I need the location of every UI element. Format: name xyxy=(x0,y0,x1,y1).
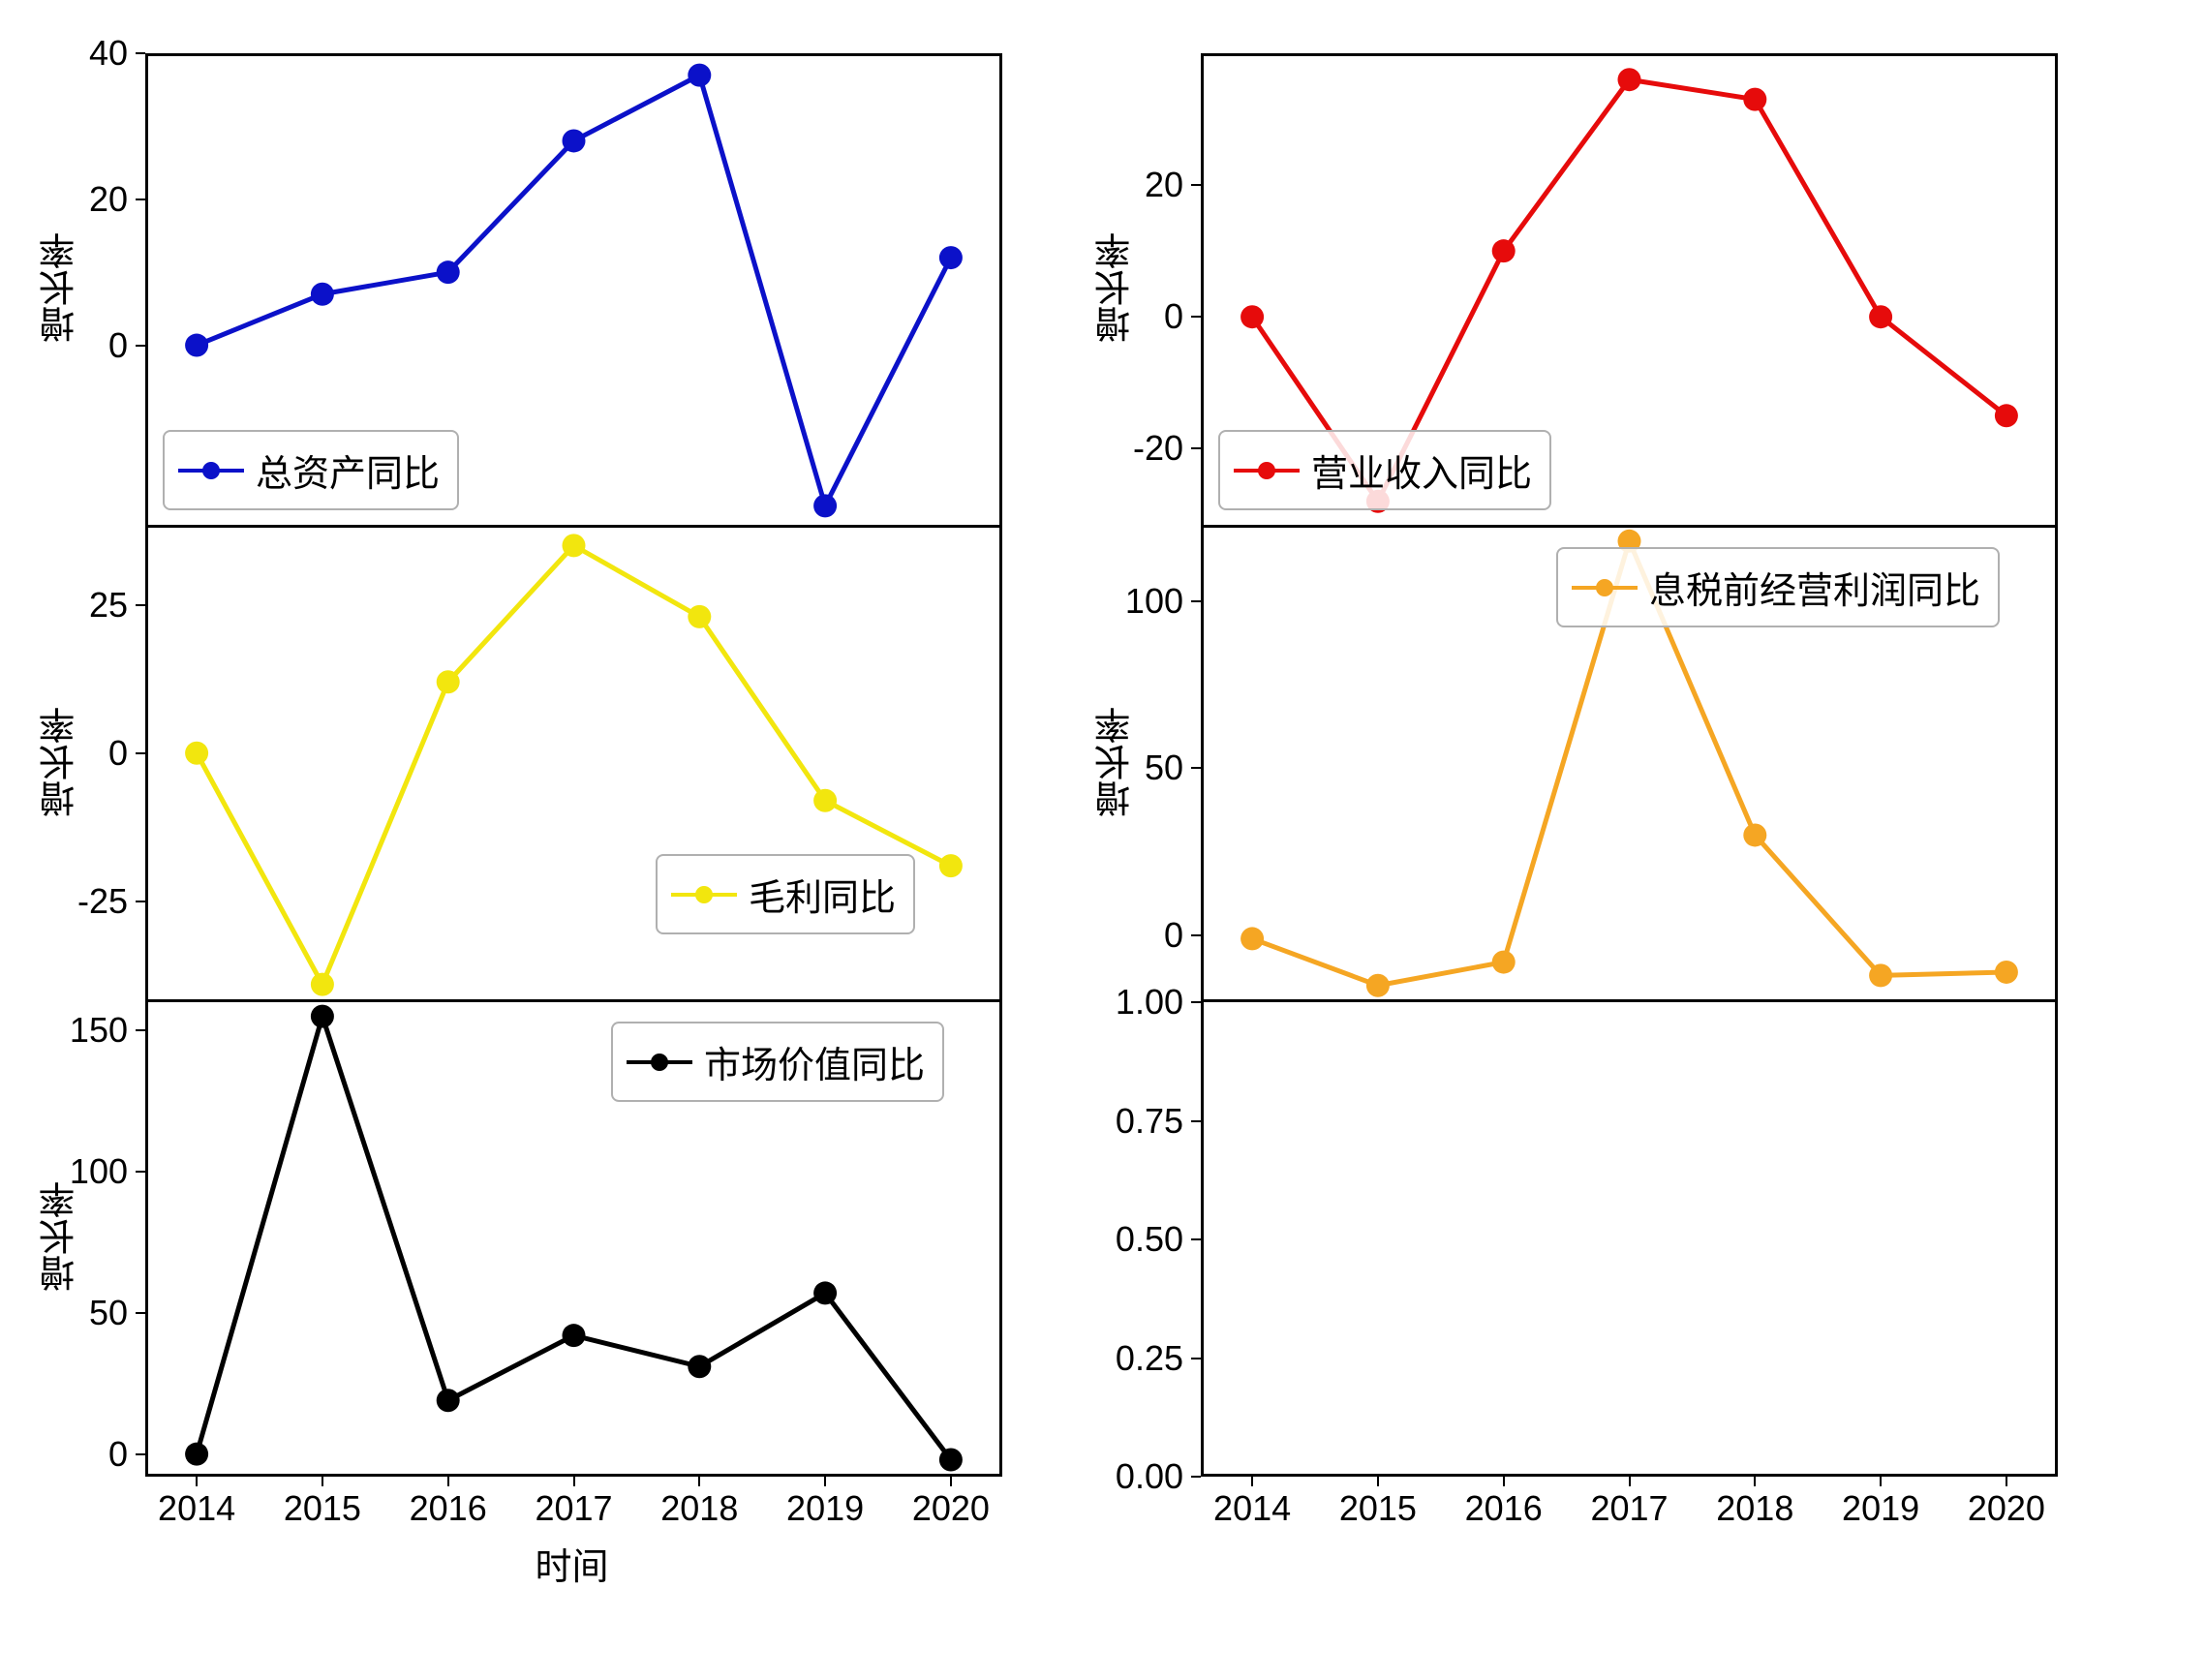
ytick-label: 0.25 xyxy=(1116,1338,1201,1379)
subplot-p21: -25025增长率毛利同比 xyxy=(145,528,1002,1002)
legend-swatch xyxy=(178,469,244,473)
ytick-label: 0.50 xyxy=(1116,1219,1201,1260)
subplot-p22: 050100增长率息税前经营利润同比 xyxy=(1201,528,2058,1002)
y-axis-label: 增长率 xyxy=(1089,707,1143,817)
legend: 毛利同比 xyxy=(656,854,915,934)
legend-swatch xyxy=(1234,469,1300,473)
legend-label: 市场价值同比 xyxy=(704,1035,925,1088)
legend-label: 毛利同比 xyxy=(749,868,896,921)
y-axis-label: 增长率 xyxy=(34,1181,87,1292)
plot-border xyxy=(1201,1002,2058,1477)
legend-label: 营业收入同比 xyxy=(1311,443,1532,497)
legend: 营业收入同比 xyxy=(1218,430,1551,510)
legend: 息税前经营利润同比 xyxy=(1556,547,2000,627)
legend-swatch xyxy=(671,893,737,897)
ytick-label: 0.00 xyxy=(1116,1456,1201,1497)
legend-swatch xyxy=(627,1060,692,1064)
legend: 市场价值同比 xyxy=(611,1022,944,1102)
ytick-label: 1.00 xyxy=(1116,982,1201,1023)
figure: 02040增长率总资产同比 -20020增长率营业收入同比 -25025增长率毛利同… xyxy=(0,0,2205,1680)
legend-label: 总资产同比 xyxy=(256,443,440,497)
legend-swatch xyxy=(1572,586,1638,590)
ytick-label: 0.75 xyxy=(1116,1101,1201,1142)
subplot-p11: 02040增长率总资产同比 xyxy=(145,53,1002,528)
y-axis-label: 增长率 xyxy=(34,707,87,817)
y-axis-label: 增长率 xyxy=(34,232,87,343)
x-axis-label: 时间 xyxy=(536,1537,609,1590)
subplot-p12: -20020增长率营业收入同比 xyxy=(1201,53,2058,528)
legend-label: 息税前经营利润同比 xyxy=(1649,561,1980,614)
legend: 总资产同比 xyxy=(163,430,459,510)
y-axis-label: 增长率 xyxy=(1089,232,1143,343)
ytick-label: 100 xyxy=(1125,581,1201,622)
ytick-label: 150 xyxy=(70,1010,145,1051)
subplot-p32: 0.000.250.500.751.0020142015201620172018… xyxy=(1201,1002,2058,1477)
subplot-p31: 0501001502014201520162017201820192020增长率… xyxy=(145,1002,1002,1477)
